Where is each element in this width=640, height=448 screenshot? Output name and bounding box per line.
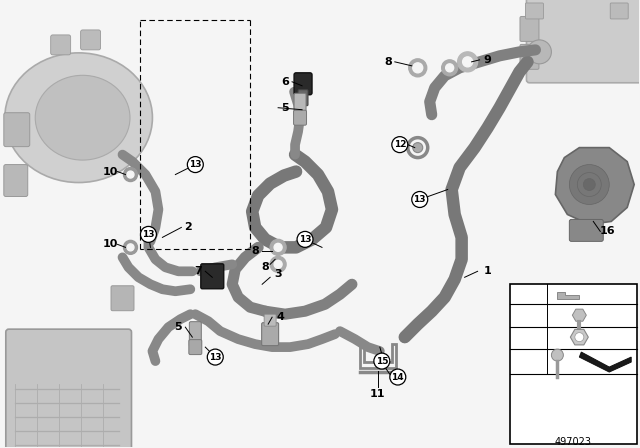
FancyBboxPatch shape xyxy=(4,164,28,197)
FancyBboxPatch shape xyxy=(4,113,29,146)
FancyBboxPatch shape xyxy=(51,35,70,55)
Circle shape xyxy=(577,172,601,197)
Bar xyxy=(509,284,637,444)
Circle shape xyxy=(124,168,138,181)
Circle shape xyxy=(413,142,423,153)
Text: 6: 6 xyxy=(281,77,289,87)
Circle shape xyxy=(390,369,406,385)
Text: 4: 4 xyxy=(276,312,284,322)
Text: 8: 8 xyxy=(261,263,269,272)
Ellipse shape xyxy=(5,53,152,182)
Circle shape xyxy=(140,226,156,242)
Text: 5: 5 xyxy=(175,322,182,332)
Text: 3: 3 xyxy=(275,269,282,279)
FancyBboxPatch shape xyxy=(570,220,604,241)
Text: 14: 14 xyxy=(392,373,404,382)
Circle shape xyxy=(297,232,313,247)
Circle shape xyxy=(527,40,552,64)
Text: 7: 7 xyxy=(195,266,202,276)
Text: 2: 2 xyxy=(184,222,192,233)
Polygon shape xyxy=(570,329,588,345)
FancyBboxPatch shape xyxy=(294,93,306,116)
Text: 16: 16 xyxy=(600,226,615,237)
Ellipse shape xyxy=(35,75,130,160)
FancyBboxPatch shape xyxy=(81,30,100,50)
Text: 12: 12 xyxy=(394,140,406,149)
Text: 1: 1 xyxy=(484,266,492,276)
Circle shape xyxy=(442,60,458,76)
Text: 11: 11 xyxy=(370,389,386,399)
FancyBboxPatch shape xyxy=(201,264,224,289)
Circle shape xyxy=(583,179,595,190)
FancyBboxPatch shape xyxy=(264,314,276,326)
Polygon shape xyxy=(572,309,586,321)
Circle shape xyxy=(207,349,223,365)
Circle shape xyxy=(412,191,428,207)
FancyBboxPatch shape xyxy=(189,340,202,354)
Text: 14: 14 xyxy=(520,286,535,296)
Text: 13: 13 xyxy=(142,230,155,239)
Polygon shape xyxy=(556,148,634,224)
Text: 497023: 497023 xyxy=(555,437,592,447)
FancyBboxPatch shape xyxy=(262,323,278,345)
Text: 13: 13 xyxy=(520,310,534,320)
Text: 13: 13 xyxy=(413,195,426,204)
Circle shape xyxy=(392,137,408,153)
Circle shape xyxy=(270,239,286,255)
Text: 13: 13 xyxy=(189,160,202,169)
FancyBboxPatch shape xyxy=(294,110,307,125)
Polygon shape xyxy=(557,292,579,299)
Text: 10: 10 xyxy=(103,239,118,250)
Text: 10: 10 xyxy=(103,167,118,177)
FancyBboxPatch shape xyxy=(525,3,543,19)
Circle shape xyxy=(445,64,454,72)
Circle shape xyxy=(127,171,134,178)
Circle shape xyxy=(188,157,204,172)
Circle shape xyxy=(374,353,390,369)
Circle shape xyxy=(124,241,138,254)
Text: 15: 15 xyxy=(520,356,534,366)
Text: 13: 13 xyxy=(299,235,311,244)
Text: 12: 12 xyxy=(520,332,534,342)
FancyBboxPatch shape xyxy=(298,90,308,106)
Text: 9: 9 xyxy=(484,55,492,65)
Text: 15: 15 xyxy=(376,357,388,366)
Circle shape xyxy=(575,333,584,342)
Circle shape xyxy=(463,57,472,67)
Circle shape xyxy=(274,243,282,251)
Text: 8: 8 xyxy=(384,57,392,67)
FancyBboxPatch shape xyxy=(189,322,202,347)
FancyBboxPatch shape xyxy=(527,0,640,83)
Circle shape xyxy=(274,260,282,268)
Circle shape xyxy=(570,164,609,204)
Circle shape xyxy=(458,52,477,72)
FancyBboxPatch shape xyxy=(611,3,628,19)
Text: 13: 13 xyxy=(209,353,221,362)
Circle shape xyxy=(413,63,423,73)
Circle shape xyxy=(552,349,563,361)
FancyBboxPatch shape xyxy=(520,17,539,41)
FancyBboxPatch shape xyxy=(111,286,134,311)
Circle shape xyxy=(127,244,134,251)
Circle shape xyxy=(409,59,427,77)
FancyBboxPatch shape xyxy=(6,329,131,448)
FancyBboxPatch shape xyxy=(520,44,539,69)
Polygon shape xyxy=(579,352,631,372)
Text: 8: 8 xyxy=(252,246,259,256)
Text: 5: 5 xyxy=(281,103,289,113)
FancyBboxPatch shape xyxy=(294,73,312,95)
Circle shape xyxy=(270,256,286,272)
